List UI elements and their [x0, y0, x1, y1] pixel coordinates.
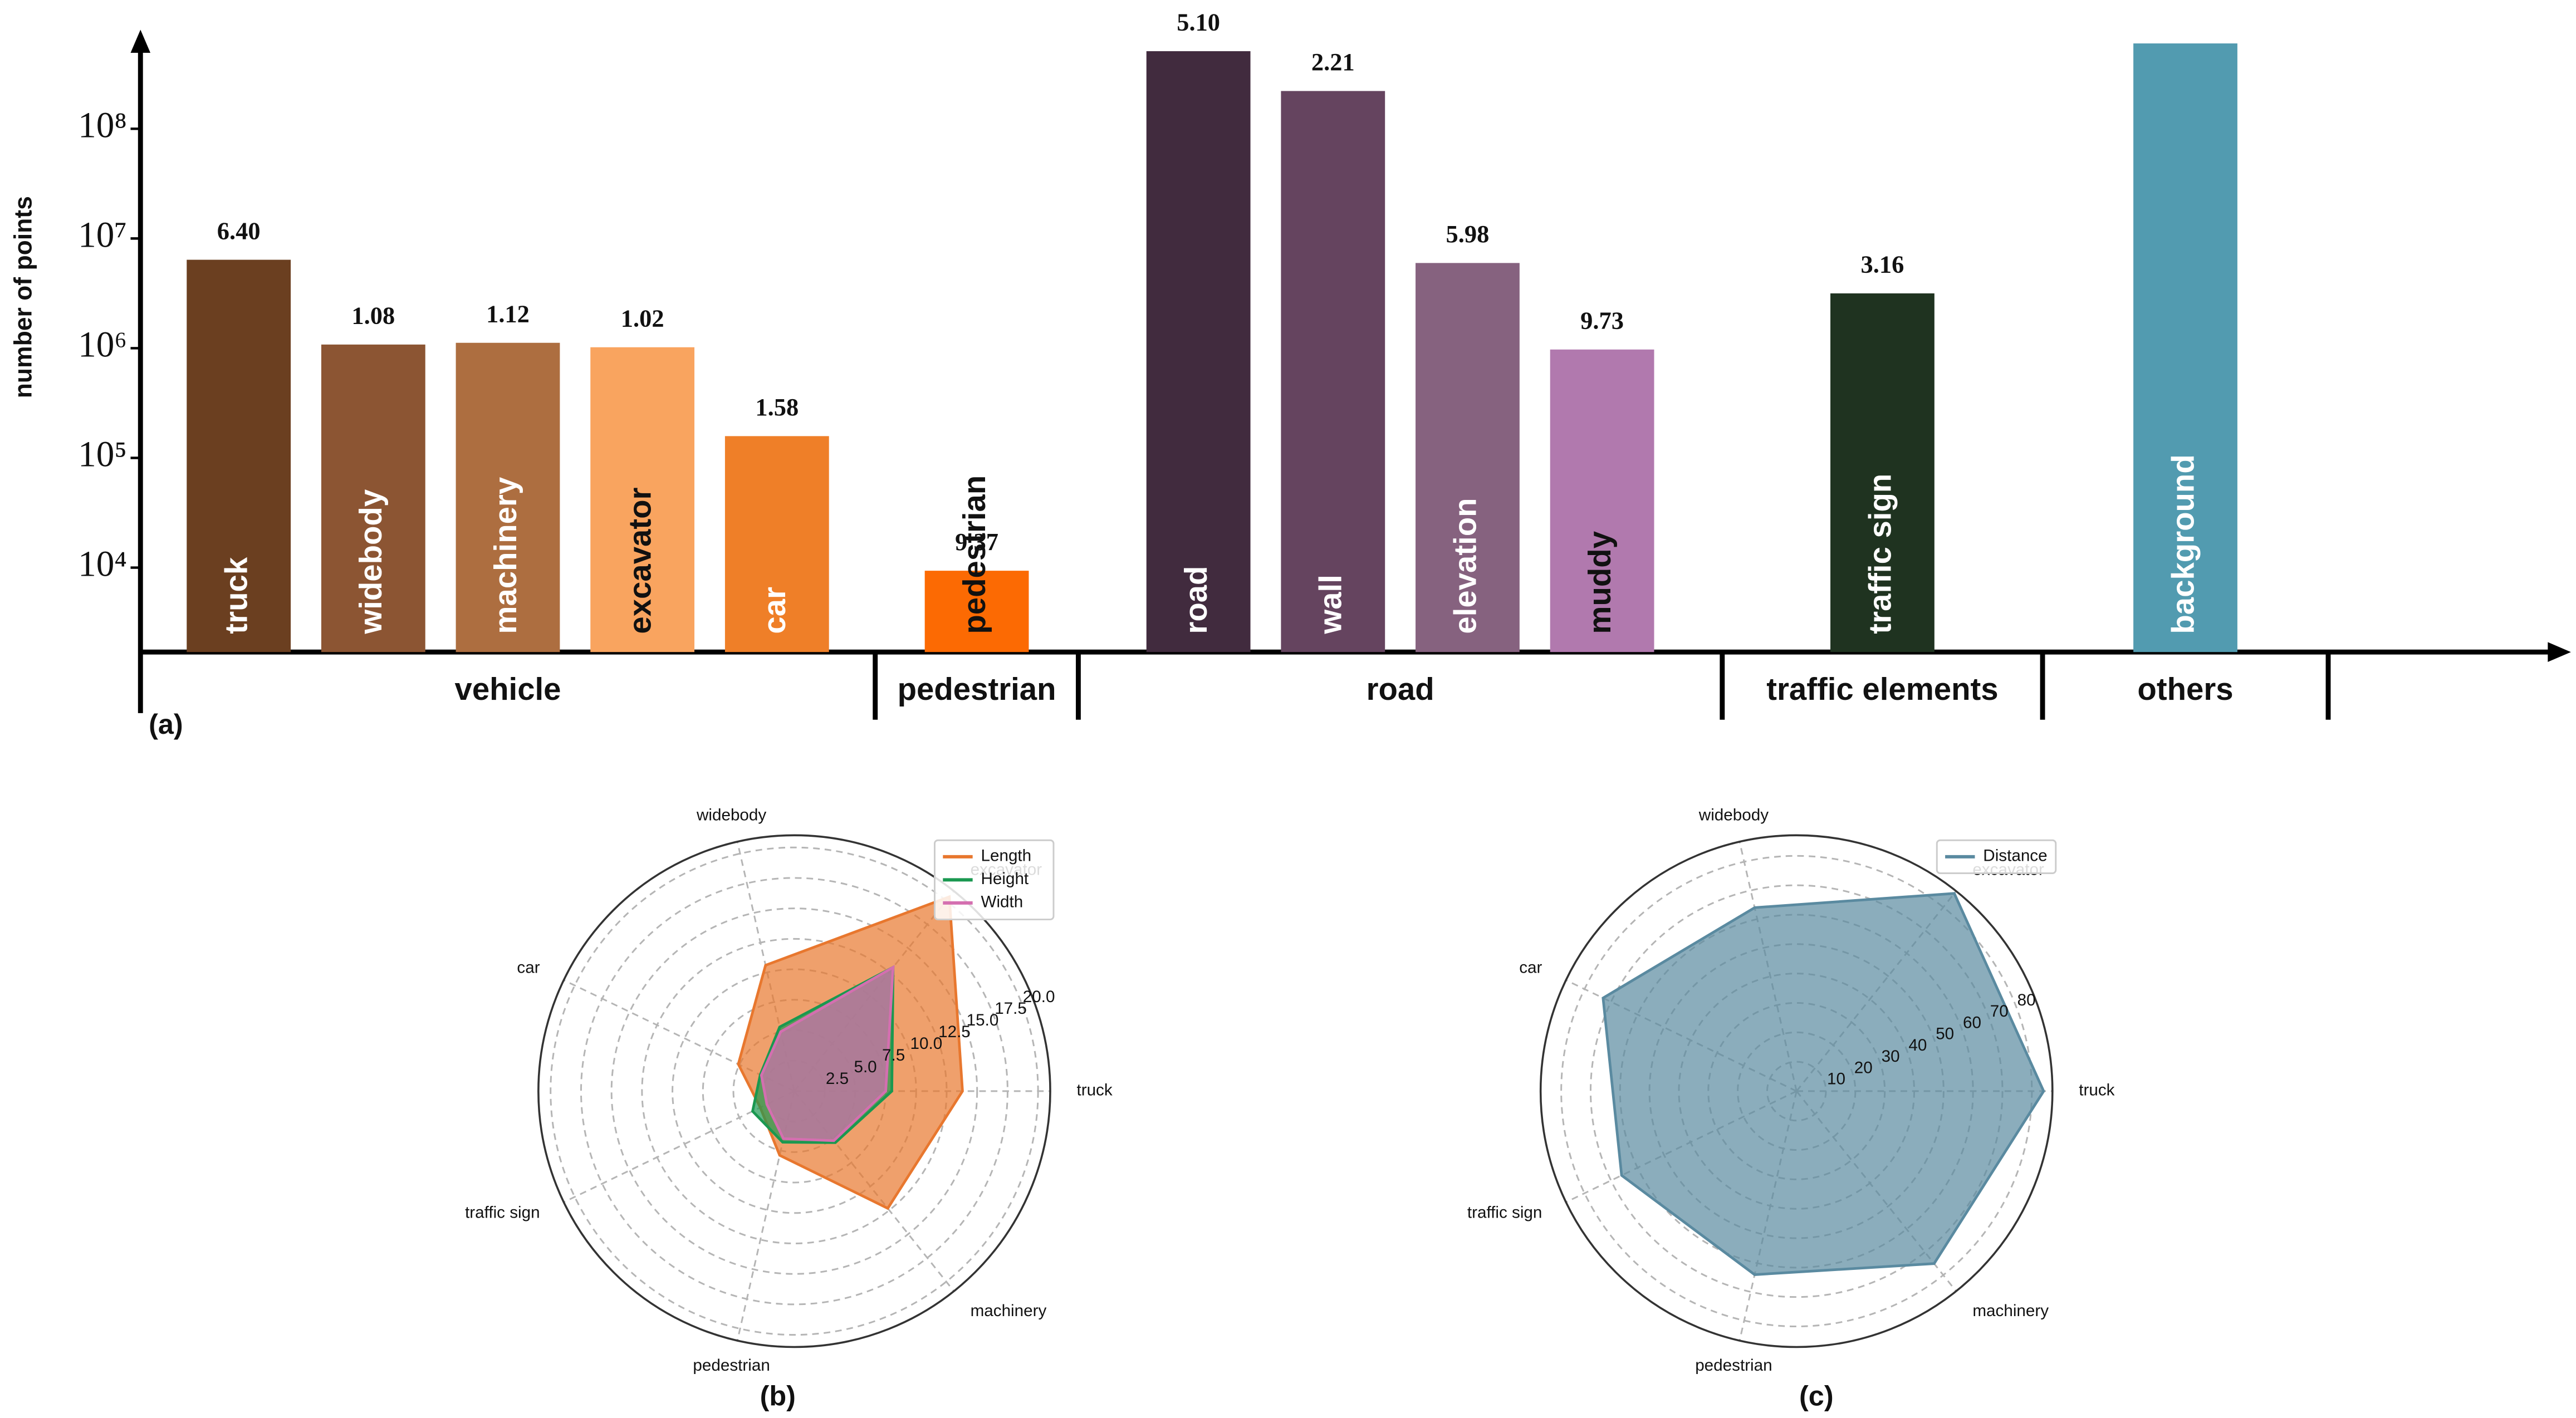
- category-label: widebody: [1698, 806, 1769, 824]
- bar: [590, 347, 695, 652]
- value-label: 1.08: [351, 302, 395, 330]
- bar: [924, 571, 1029, 652]
- outer-circle: [1539, 834, 2054, 1348]
- value-label: 5.98: [1446, 220, 1490, 248]
- category-label: pedestrian: [1695, 1356, 1772, 1375]
- group-label: vehicle: [454, 671, 561, 706]
- spoke: [563, 1090, 795, 1203]
- group-label: others: [2137, 671, 2233, 706]
- value-label: 1.12: [486, 300, 530, 328]
- r-tick-label: 10: [1827, 1070, 1845, 1088]
- bar-category-label: background: [2165, 454, 2200, 634]
- value-label: 6.40: [217, 217, 261, 244]
- category-label: traffic sign: [1467, 1204, 1542, 1222]
- y-tick-label: 10⁶: [78, 325, 127, 365]
- category-label: machinery: [971, 1302, 1047, 1320]
- legend-label: Length: [981, 847, 1031, 865]
- category-label: car: [517, 959, 540, 977]
- r-tick-label: 10.0: [910, 1034, 943, 1053]
- group-label: traffic elements: [1766, 671, 1998, 706]
- y-tick-label: 10⁸: [78, 105, 127, 145]
- legend-label: Height: [981, 870, 1029, 888]
- legend-label: Distance: [1983, 847, 2047, 865]
- grid-circle: [610, 907, 978, 1275]
- r-tick-label: 5.0: [854, 1058, 876, 1076]
- bar-category-label: widebody: [353, 489, 388, 634]
- y-axis-arrow: [130, 30, 151, 53]
- bar-category-label: wall: [1313, 575, 1348, 634]
- bar: [724, 436, 829, 652]
- category-label: pedestrian: [693, 1356, 770, 1375]
- y-tick-label: 10⁴: [78, 544, 127, 585]
- category-label: widebody: [696, 806, 766, 824]
- value-label: 1.58: [755, 393, 799, 421]
- legend-box: [1936, 839, 2057, 875]
- group-label: pedestrian: [898, 671, 1056, 706]
- bar-category-label: car: [757, 587, 792, 634]
- value-label: 9.73: [1580, 307, 1624, 335]
- category-label: truck: [1076, 1081, 1112, 1100]
- r-tick-label: 20: [1854, 1058, 1873, 1077]
- y-axis-label: number of points: [9, 196, 37, 398]
- y-tick-label: 10⁵: [78, 434, 127, 474]
- y-tick-label: 10⁷: [78, 215, 127, 255]
- r-tick-label: 15.0: [967, 1011, 999, 1029]
- r-tick-label: 60: [1963, 1013, 1981, 1032]
- value-label: 9.37: [955, 528, 998, 556]
- outer-circle: [537, 834, 1051, 1348]
- panel-label: (b): [760, 1380, 796, 1412]
- bar: [1281, 91, 1385, 652]
- bar: [1416, 263, 1520, 652]
- bar-category-label: elevation: [1447, 498, 1482, 634]
- bar: [456, 342, 560, 652]
- category-label: machinery: [1972, 1302, 2049, 1320]
- legend-box: [933, 839, 1055, 921]
- spoke: [736, 1091, 795, 1341]
- legend-label: Width: [981, 893, 1023, 911]
- bar: [1550, 349, 1654, 652]
- radar-area: [1602, 892, 2045, 1276]
- r-tick-label: 70: [1990, 1002, 2009, 1020]
- bar-category-label: machinery: [488, 477, 523, 634]
- bar-category-label: truck: [219, 557, 254, 634]
- bar: [187, 259, 291, 652]
- value-label: 5.10: [1177, 8, 1220, 36]
- bar: [1830, 293, 1935, 652]
- category-label: traffic sign: [465, 1204, 540, 1222]
- r-tick-label: 80: [2017, 991, 2036, 1009]
- r-tick-label: 17.5: [995, 999, 1027, 1018]
- spoke: [563, 979, 795, 1092]
- value-label: 2.21: [1311, 48, 1355, 76]
- category-label: car: [1519, 959, 1542, 977]
- r-tick-label: 50: [1936, 1025, 1954, 1043]
- bar-category-label: traffic sign: [1862, 474, 1897, 634]
- bar-category-label: excavator: [623, 487, 658, 634]
- group-label: road: [1367, 671, 1434, 706]
- bar-category-label: muddy: [1582, 531, 1617, 634]
- panel-label: (a): [149, 708, 183, 740]
- category-label: truck: [2079, 1081, 2114, 1100]
- bar: [2133, 43, 2237, 652]
- bar: [321, 344, 425, 652]
- r-tick-label: 2.5: [826, 1069, 849, 1088]
- value-label: 1.02: [621, 305, 664, 332]
- radar-area: [760, 965, 895, 1142]
- r-tick-label: 12.5: [938, 1023, 971, 1041]
- bar-category-label: pedestrian: [957, 475, 992, 634]
- bar-category-label: road: [1178, 566, 1213, 634]
- r-tick-label: 30: [1882, 1047, 1900, 1066]
- x-axis-arrow: [2548, 642, 2571, 662]
- r-tick-label: 40: [1908, 1036, 1927, 1054]
- r-tick-label: 20.0: [1023, 988, 1055, 1006]
- bar: [1146, 51, 1251, 652]
- value-label: 3.16: [1861, 251, 1904, 278]
- r-tick-label: 7.5: [882, 1046, 905, 1064]
- panel-label: (c): [1799, 1380, 1834, 1412]
